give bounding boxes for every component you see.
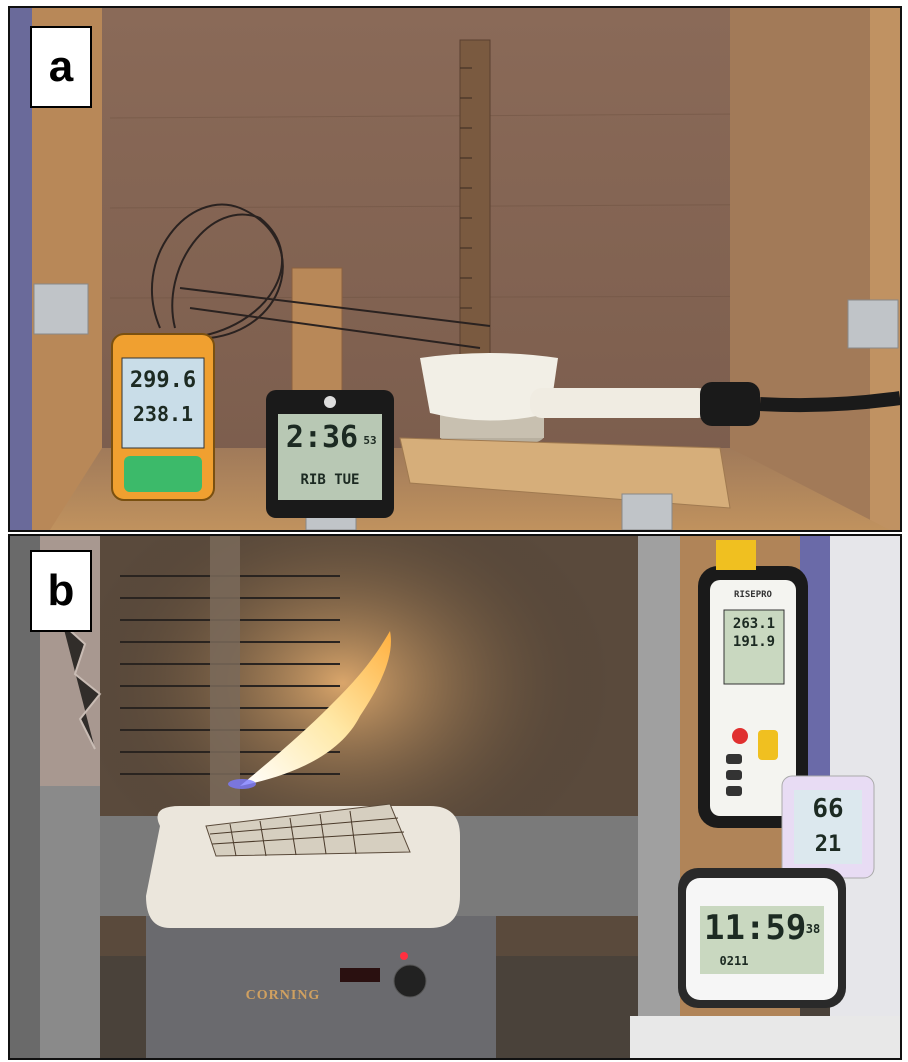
hygrometer-humidity: 66 bbox=[812, 794, 844, 824]
radio-clock-seconds: 38 bbox=[805, 922, 821, 936]
panel-b-scene bbox=[10, 536, 900, 1058]
clock-date: RIB TUE bbox=[300, 472, 360, 488]
thermometer-reading-1: 299.6 bbox=[129, 368, 197, 393]
clock-time: 2:36 bbox=[285, 420, 359, 455]
thermometer-reading-2: 238.1 bbox=[132, 402, 194, 426]
panel-b: CORNING RISEPRO 263.1 191.9 66 21 11:59 … bbox=[8, 534, 902, 1060]
clock-seconds: 53 bbox=[363, 434, 377, 447]
radio-clock-time: 11:59 bbox=[704, 908, 807, 948]
hotplate-brand: CORNING bbox=[245, 988, 321, 1003]
panel-a-scene bbox=[10, 8, 900, 530]
thermocouple-meter-reading-1: 263.1 bbox=[732, 616, 776, 632]
radio-clock-date: 0211 bbox=[719, 954, 749, 968]
thermocouple-meter-brand: RISEPRO bbox=[734, 590, 772, 600]
thermocouple-meter-reading-2: 191.9 bbox=[732, 634, 776, 650]
panel-label-b: b bbox=[30, 550, 92, 632]
hygrometer-temperature: 21 bbox=[814, 832, 842, 857]
panel-label-a: a bbox=[30, 26, 92, 108]
panel-a: 299.6 238.1 2:36 53 RIB TUE a bbox=[8, 6, 902, 532]
